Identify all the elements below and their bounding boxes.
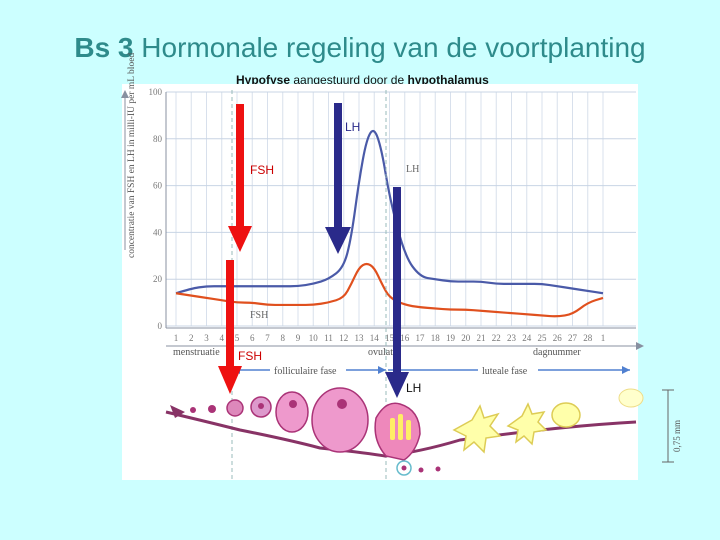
corpus-luteum-2 — [506, 402, 548, 446]
x-tick-label: 1 — [601, 333, 606, 343]
subtitle-hypothalamus: hypothalamus — [407, 73, 489, 87]
title-text: Hormonale regeling van de voortplanting — [141, 32, 646, 63]
subtitle-hypofyse: Hypofyse — [236, 73, 291, 87]
corpus-albicans-1 — [551, 402, 581, 428]
lh-curve-label: LH — [406, 164, 419, 175]
x-tick-label: 19 — [446, 333, 456, 343]
x-tick-label: 13 — [355, 333, 365, 343]
slide-title: Bs 3 Hormonale regeling van de voortplan… — [0, 32, 720, 64]
x-tick-label: 14 — [370, 333, 380, 343]
ovary-illustration — [165, 387, 644, 476]
ovulation-label: ovulatie — [368, 347, 401, 358]
fsh-curve-label: FSH — [250, 310, 268, 321]
y-tick-label: 20 — [153, 274, 163, 284]
follicular-phase-arrow: folliculaire fase — [232, 363, 386, 377]
x-tick-label: 2 — [189, 333, 194, 343]
follicle-5 — [275, 391, 309, 433]
x-tick-label: 24 — [522, 333, 532, 343]
y-axis-arrowhead — [121, 90, 129, 98]
corpus-luteum-1 — [452, 404, 502, 454]
x-tick-label: 3 — [204, 333, 209, 343]
scale-bar: 0,75 mm — [662, 389, 682, 463]
y-tick-label: 40 — [153, 227, 163, 237]
x-tick-label: 8 — [281, 333, 286, 343]
x-tick-label: 22 — [492, 333, 501, 343]
lh-top-label: LH — [345, 120, 360, 134]
x-tick-label: 4 — [220, 333, 225, 343]
scale-label: 0,75 mm — [672, 420, 682, 452]
title-prefix: Bs 3 — [74, 32, 134, 63]
x-tick-label: 21 — [477, 333, 486, 343]
follicle-2 — [208, 405, 216, 413]
x-tick-label: 20 — [461, 333, 471, 343]
y-axis-label: concentratie van FSH en LH in milli-IU p… — [127, 53, 137, 258]
x-tick-label: 28 — [583, 333, 593, 343]
luteal-phase-arrow: luteale fase — [388, 363, 630, 377]
x-tick-label: 16 — [400, 333, 410, 343]
x-tick-label: 23 — [507, 333, 517, 343]
chart-axes — [121, 90, 644, 350]
x-tick-labels: 1 2 3 4 5 6 7 8 9 10 11 12 13 14 15 16 17 18 19 20 21 22 23 24 2… — [174, 333, 606, 343]
follicle-3 — [226, 399, 244, 417]
y-tick-labels: 0 20 40 60 80 100 — [149, 87, 163, 331]
fsh-arrow-bottom — [218, 260, 242, 394]
x-tick-label: 6 — [250, 333, 255, 343]
x-tick-label: 25 — [538, 333, 548, 343]
x-tick-label: 10 — [309, 333, 319, 343]
y-tick-label: 80 — [153, 134, 163, 144]
series-line-fsh — [175, 262, 604, 318]
fsh-arrow-top — [228, 104, 252, 252]
x-tick-label: 17 — [416, 333, 426, 343]
lh-arrow-top — [325, 103, 351, 254]
x-tick-label: 27 — [568, 333, 578, 343]
x-tick-label: 9 — [296, 333, 301, 343]
lh-arrow-bottom — [385, 187, 409, 398]
x-tick-label: 18 — [431, 333, 441, 343]
corpus-albicans-2 — [618, 388, 644, 408]
x-axis-label: dagnummer — [533, 347, 581, 358]
x-tick-label: 7 — [265, 333, 270, 343]
luteal-label: luteale fase — [482, 366, 528, 377]
x-tick-label: 1 — [174, 333, 179, 343]
follicle-mature — [311, 387, 369, 453]
series-line-lh — [175, 129, 604, 295]
y-tick-label: 100 — [149, 87, 163, 97]
ruptured-follicle — [374, 402, 421, 461]
follicle-1 — [190, 407, 196, 413]
x-tick-label: 12 — [339, 333, 348, 343]
chart-series — [175, 129, 604, 318]
lh-bottom-label: LH — [406, 381, 421, 395]
x-tick-label: 15 — [385, 333, 395, 343]
subtitle-middle: aangestuurd door de — [290, 73, 408, 87]
fsh-top-label: FSH — [250, 163, 274, 177]
fsh-bottom-label: FSH — [238, 349, 262, 363]
x-tick-label: 26 — [553, 333, 563, 343]
y-tick-label: 60 — [153, 181, 163, 191]
follicular-label: folliculaire fase — [274, 366, 337, 377]
day-axis-arrowhead — [636, 342, 644, 350]
x-tick-label: 5 — [235, 333, 240, 343]
menstruation-label: menstruatie — [173, 347, 220, 358]
y-tick-label: 0 — [158, 321, 163, 331]
slide-subtitle: Hypofyse aangestuurd door de hypothalamu… — [236, 73, 489, 87]
x-tick-label: 11 — [324, 333, 333, 343]
